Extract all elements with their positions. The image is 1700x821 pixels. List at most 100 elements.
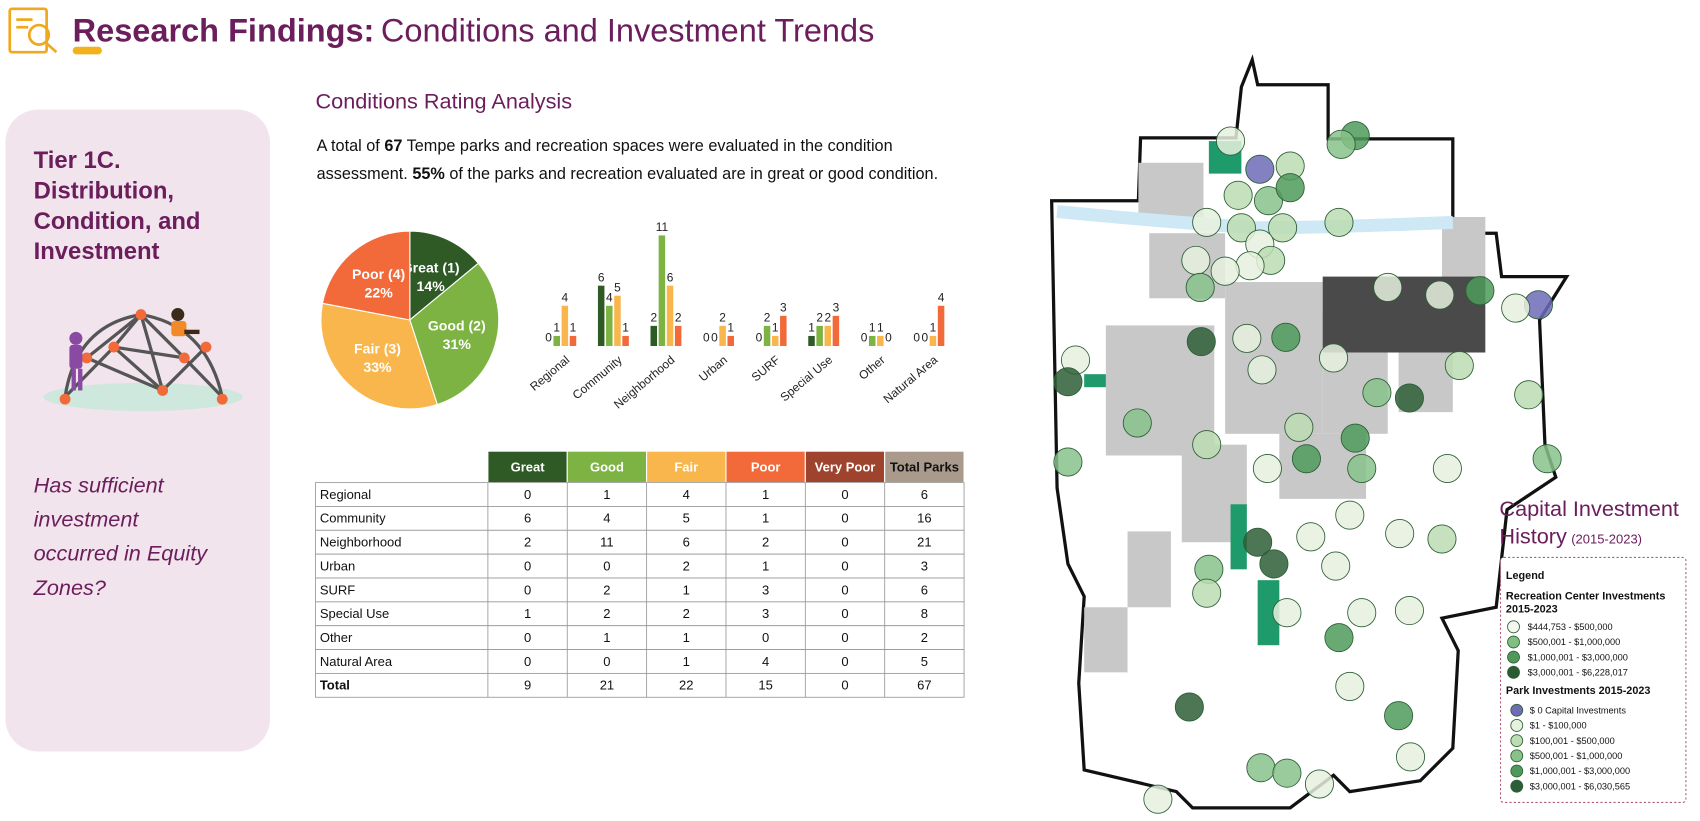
map-site (1223, 180, 1253, 210)
table-cell: 1 (762, 511, 769, 526)
map-site (1143, 784, 1173, 814)
map-site (1253, 186, 1284, 216)
bar-value-label: 0 (711, 331, 718, 345)
x-tick-label: Special Use (777, 353, 835, 405)
bar-value-label: 0 (545, 331, 552, 345)
table-cell: 0 (841, 654, 848, 669)
table-header: Fair (674, 460, 698, 475)
bar (719, 325, 726, 346)
legend-label: $500,001 - $1,000,000 (1530, 751, 1623, 761)
x-tick-label: Community (570, 353, 625, 402)
table-cell: 0 (841, 511, 848, 526)
intro-number: 67 (384, 137, 402, 155)
table-cell: 4 (762, 654, 769, 669)
map-site (1340, 423, 1370, 453)
legend-label: $1 - $100,000 (1530, 721, 1587, 731)
table-cell: 0 (524, 558, 531, 573)
bar (780, 315, 787, 346)
table-cell: 8 (921, 606, 928, 621)
map-site (1232, 323, 1262, 353)
bar-value-label: 4 (938, 290, 945, 304)
bar (561, 305, 569, 346)
map-site (1216, 126, 1246, 156)
table-cell: 2 (683, 558, 690, 573)
bar (868, 335, 876, 346)
table-row (315, 529, 965, 555)
bar-value-label: 0 (921, 331, 928, 345)
table-cell: 1 (603, 630, 610, 645)
header-icon (8, 7, 58, 54)
table-cell: 2 (762, 535, 769, 550)
table-cell: 0 (841, 630, 848, 645)
table-cell: 6 (921, 487, 928, 502)
legend-swatch (1507, 635, 1520, 649)
map-site (1385, 519, 1415, 549)
table-cell: 5 (683, 511, 690, 526)
sidebar-heading: Tier 1C. (34, 147, 121, 174)
map-title-line: History (1499, 523, 1567, 548)
bar-value-label: 3 (780, 300, 787, 314)
pie-label: Poor (4) (352, 266, 405, 282)
table-cell: 5 (921, 654, 928, 669)
bar-value-label: 4 (562, 290, 569, 304)
legend-heading: Park Investments 2015-2023 (1506, 685, 1650, 697)
table-cell: 0 (841, 606, 848, 621)
bar (771, 335, 779, 346)
bar (877, 335, 884, 346)
table-header-cell (725, 450, 806, 484)
pie-label: Great (1) (402, 259, 460, 275)
table-cell: 1 (683, 582, 690, 597)
table-header: Poor (751, 460, 781, 475)
legend-label: $1,000,001 - $3,000,000 (1530, 766, 1630, 776)
map-site (1186, 327, 1216, 357)
map-site (1226, 213, 1256, 243)
intro-text: A total of (317, 137, 385, 155)
intro-text: Tempe parks and recreation spaces were e… (402, 137, 892, 155)
title-bold: Research Findings: (73, 12, 375, 48)
table-cell: 9 (524, 678, 531, 693)
bar (553, 335, 560, 346)
map-site (1395, 742, 1426, 772)
bar-value-label: 2 (816, 311, 823, 325)
bar (606, 305, 613, 346)
table-cell: 2 (524, 535, 531, 550)
map-site (1362, 378, 1392, 408)
sidebar-question: investment (34, 507, 140, 532)
bar-value-label: 6 (598, 270, 605, 284)
table-cell: 2 (603, 606, 610, 621)
bar (832, 315, 840, 346)
map-site (1347, 598, 1377, 628)
bar-value-label: 2 (650, 311, 657, 325)
legend-label: $1,000,001 - $3,000,000 (1528, 652, 1628, 662)
legend-label: $100,001 - $500,000 (1530, 736, 1615, 746)
map-site (1192, 578, 1222, 608)
map-site (1053, 367, 1083, 397)
bar (727, 335, 734, 346)
table-cell: 3 (921, 558, 928, 573)
pie-value-label: 14% (417, 278, 446, 294)
legend-swatch (1510, 734, 1524, 748)
intro-number: 55% (412, 165, 445, 183)
map-site (1425, 280, 1455, 310)
pie-label: Good (2) (428, 317, 486, 333)
bar (658, 235, 666, 346)
bar-value-label: 11 (656, 220, 669, 234)
table-cell: 0 (841, 558, 848, 573)
table-cell: 1 (762, 558, 769, 573)
bar-value-label: 1 (930, 321, 937, 335)
intro-line-1: A total of 67 Tempe parks and recreation… (317, 137, 893, 155)
table-cell: 1 (683, 654, 690, 669)
map-site (1335, 500, 1365, 530)
table-cell: 3 (762, 582, 769, 597)
sidebar-question: Zones? (33, 575, 106, 600)
map-site (1247, 355, 1277, 385)
title-rest: Conditions and Investment Trends (381, 12, 874, 48)
bar (614, 295, 621, 346)
legend-label: $444,753 - $500,000 (1528, 622, 1613, 632)
bar (824, 325, 832, 346)
table-cell: 2 (921, 630, 928, 645)
pie-value-label: 31% (443, 336, 472, 352)
table-header: Good (590, 460, 624, 475)
x-tick-label: Urban (696, 353, 730, 385)
